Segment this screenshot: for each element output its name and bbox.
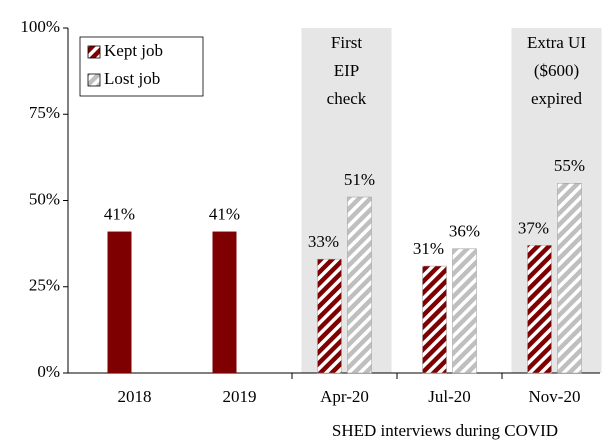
bar bbox=[527, 245, 552, 374]
x-tick-label: 2018 bbox=[118, 387, 152, 406]
data-label: 41% bbox=[104, 204, 135, 223]
y-tick-label: 0% bbox=[37, 362, 60, 381]
x-tick-label: Apr-20 bbox=[320, 387, 369, 406]
y-tick-label: 100% bbox=[20, 17, 60, 36]
bar bbox=[557, 183, 582, 374]
shading-layer bbox=[301, 28, 602, 373]
legend-label: Kept job bbox=[104, 41, 163, 60]
annotation: check bbox=[327, 89, 367, 108]
data-label: 41% bbox=[209, 204, 240, 223]
y-tick-label: 50% bbox=[29, 189, 60, 208]
data-label: 37% bbox=[518, 218, 549, 237]
x-tick-label: 2019 bbox=[223, 387, 257, 406]
annotation: First bbox=[331, 33, 362, 52]
data-label: 51% bbox=[344, 170, 375, 189]
annotation: expired bbox=[531, 89, 582, 108]
y-tick-label: 75% bbox=[29, 103, 60, 122]
annotation: Extra UI bbox=[527, 33, 586, 52]
bar bbox=[347, 196, 372, 374]
annotation: ($600) bbox=[534, 61, 579, 80]
data-label: 55% bbox=[554, 156, 585, 175]
y-tick-label: 25% bbox=[29, 276, 60, 295]
data-label: 33% bbox=[308, 232, 339, 251]
bar bbox=[107, 231, 132, 373]
legend-swatch bbox=[87, 73, 101, 87]
data-label: 36% bbox=[449, 222, 480, 241]
x-axis-label: SHED interviews during COVID bbox=[332, 421, 558, 440]
bar bbox=[452, 248, 477, 374]
shaded-period bbox=[511, 28, 602, 373]
bar bbox=[212, 231, 237, 373]
legend-label: Lost job bbox=[104, 69, 160, 88]
annotation: EIP bbox=[334, 61, 360, 80]
legend-swatch bbox=[87, 45, 101, 59]
bar bbox=[317, 258, 342, 374]
bar bbox=[422, 265, 447, 374]
shaded-period bbox=[301, 28, 392, 373]
x-tick-label: Nov-20 bbox=[529, 387, 581, 406]
x-tick-label: Jul-20 bbox=[428, 387, 471, 406]
legend-box bbox=[79, 36, 204, 97]
data-label: 31% bbox=[413, 239, 444, 258]
